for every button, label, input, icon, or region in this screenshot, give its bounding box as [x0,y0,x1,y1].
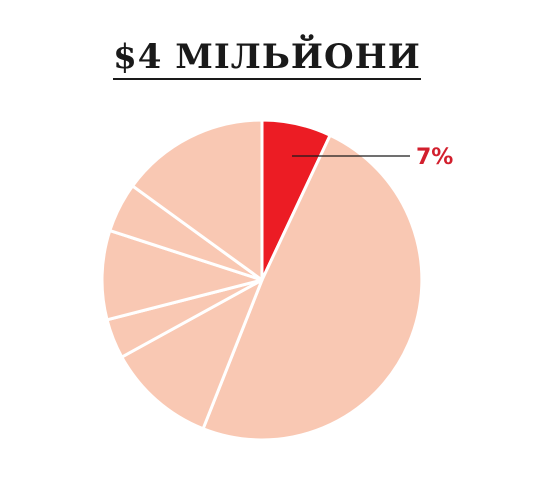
callout-label: 7% [416,145,453,170]
pie-slices [100,118,424,442]
pie-slice-3 [120,278,264,431]
pie-slice-5 [100,229,264,322]
chart-title: $4 МІЛЬЙОНИ [0,40,534,80]
pie-slice-2 [201,133,424,442]
pie-annotation: 7% [292,145,453,170]
chart-title-text: $4 МІЛЬЙОНИ [113,40,421,80]
pie-slice-7 [131,118,264,282]
